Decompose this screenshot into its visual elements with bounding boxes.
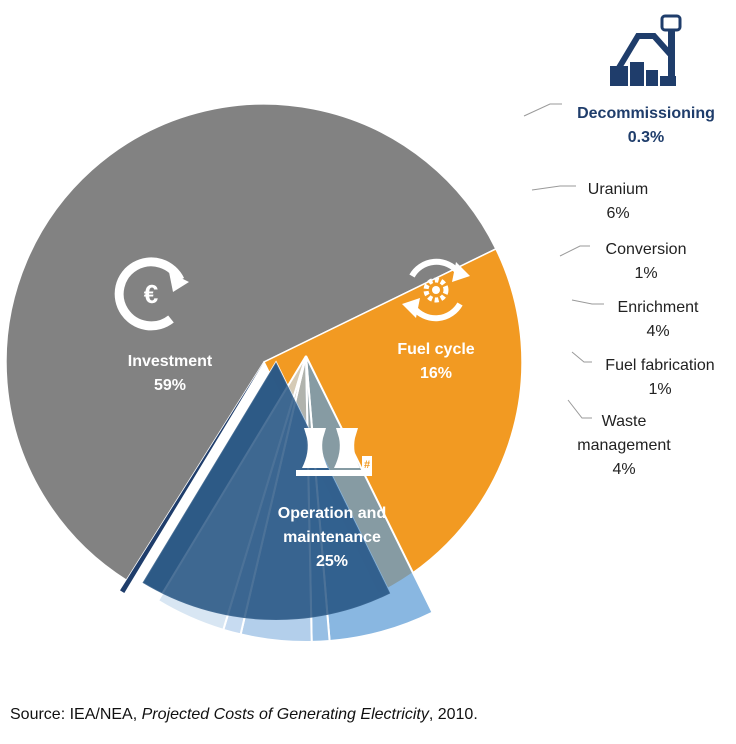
slice-operation-and-maintenance	[262, 247, 523, 595]
euro-cycle-icon: €	[114, 257, 189, 331]
gear-cycle-icon	[402, 258, 470, 322]
label-fuel-fabrication: Fuel fabrication	[605, 357, 714, 374]
leader-lines	[523, 103, 604, 419]
label-waste-line1: Waste	[602, 413, 647, 430]
value-investment: 59%	[154, 377, 186, 394]
leader-uranium	[531, 185, 576, 191]
value-enrichment: 4%	[646, 323, 669, 340]
value-waste-management: 4%	[612, 461, 635, 478]
label-enrichment: Enrichment	[618, 299, 699, 316]
svg-text:€: €	[144, 279, 158, 309]
source-prefix: Source: IEA/NEA,	[10, 706, 142, 723]
leader-decommissioning	[523, 103, 562, 117]
slice-fuel-cycle-core	[142, 362, 391, 621]
label-om-line1: Operation and	[278, 505, 386, 522]
value-fuel-cycle: 16%	[420, 365, 452, 382]
label-decommissioning: Decommissioning	[577, 105, 715, 122]
slice-decommissioning	[120, 362, 264, 593]
label-conversion: Conversion	[606, 241, 687, 258]
fuel-cycle-breakdown	[142, 355, 434, 643]
decommissioning-crane-icon	[610, 14, 682, 86]
leader-enrichment	[571, 299, 604, 305]
source-suffix: , 2010.	[428, 706, 478, 723]
value-uranium: 6%	[606, 205, 629, 222]
value-om: 25%	[316, 553, 348, 570]
value-decommissioning: 0.3%	[628, 129, 664, 146]
leader-conversion	[559, 245, 590, 257]
slice-investment	[5, 103, 497, 582]
power-plant-icon: #	[296, 428, 372, 476]
label-uranium: Uranium	[588, 181, 648, 198]
value-conversion: 1%	[634, 265, 657, 282]
label-investment: Investment	[128, 353, 213, 370]
leader-waste-management	[567, 399, 592, 419]
label-waste-line2: management	[577, 437, 671, 454]
label-om-line2: maintenance	[283, 529, 381, 546]
source-note: Source: IEA/NEA, Projected Costs of Gene…	[10, 706, 478, 724]
label-fuel-cycle: Fuel cycle	[397, 341, 474, 358]
leader-fuel-fabrication	[571, 351, 592, 363]
source-title: Projected Costs of Generating Electricit…	[141, 706, 429, 723]
svg-text:#: #	[364, 459, 370, 471]
value-fuel-fabrication: 1%	[648, 381, 671, 398]
